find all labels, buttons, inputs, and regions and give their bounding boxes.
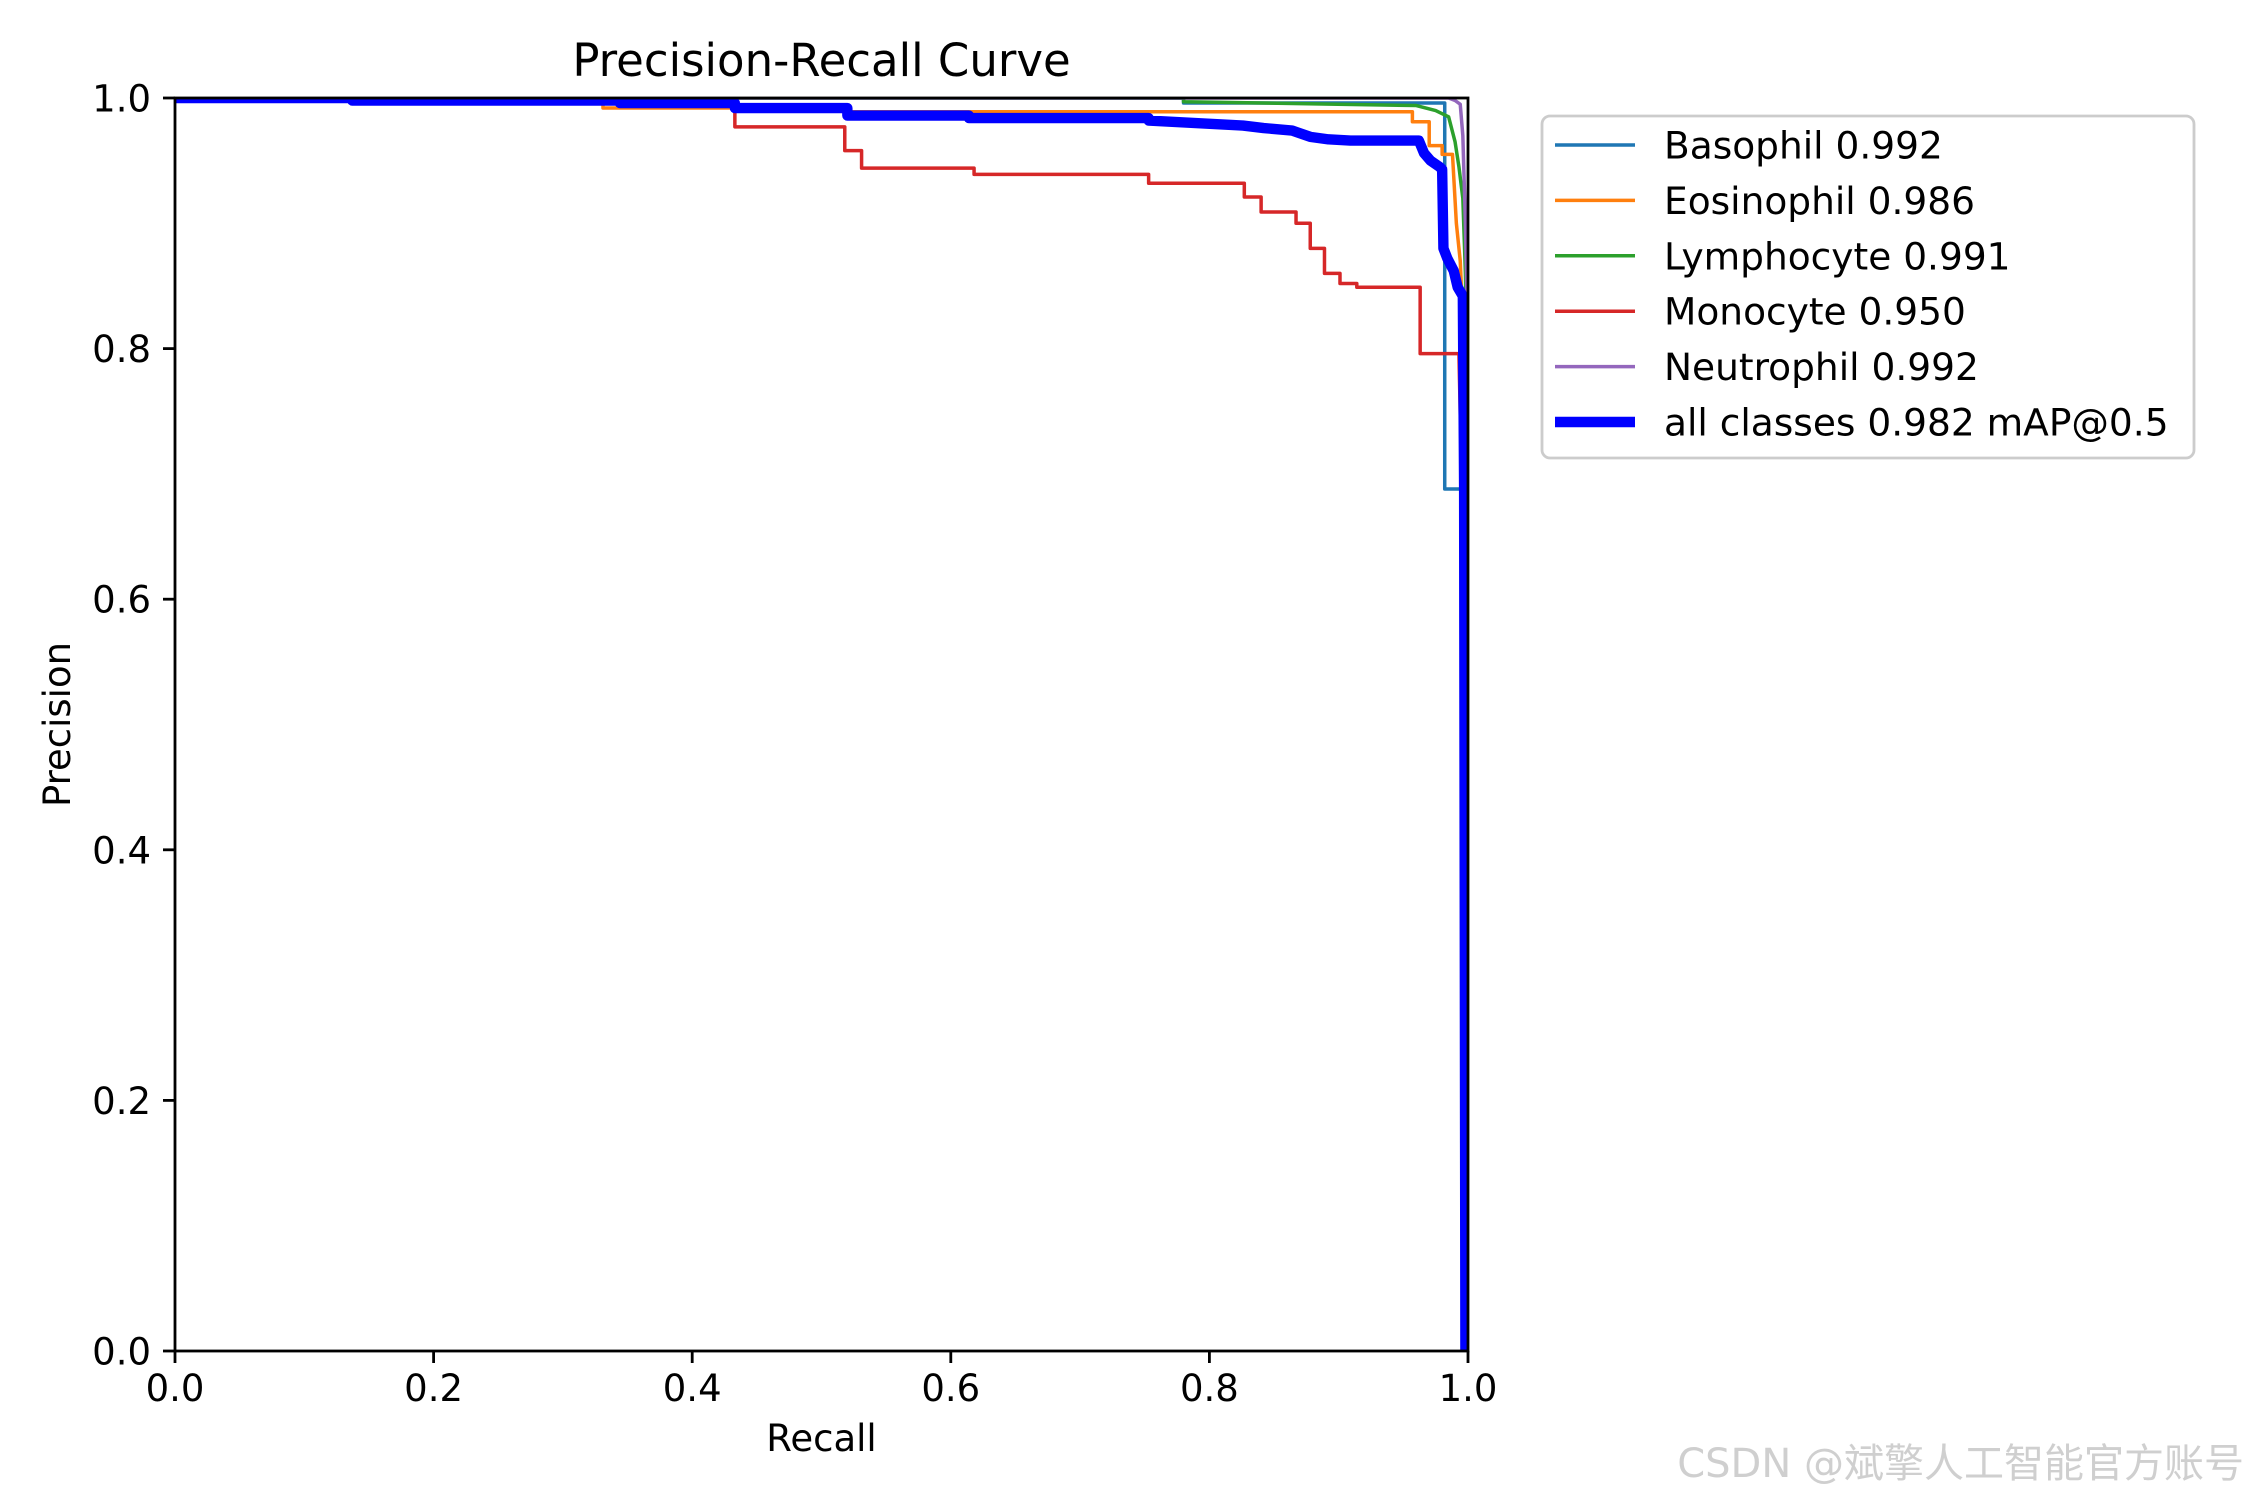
legend-label-neutrophil: Neutrophil 0.992 (1664, 345, 1979, 389)
y-tick-label: 0.4 (92, 829, 151, 872)
legend-label-monocyte: Monocyte 0.950 (1664, 290, 1966, 334)
plot-area (175, 98, 1468, 1351)
legend-item-lymphocyte: Lymphocyte 0.991 (1555, 234, 2011, 278)
chart-title: Precision-Recall Curve (572, 34, 1070, 87)
y-tick-label: 1.0 (92, 78, 151, 121)
legend-frame (1540, 114, 2196, 460)
x-axis-label: Recall (766, 1417, 876, 1460)
x-tick-label: 0.0 (146, 1367, 205, 1410)
x-tick-label: 0.6 (921, 1367, 980, 1410)
x-tick-label: 0.2 (404, 1367, 463, 1410)
x-axis: 0.0 0.2 0.4 0.6 0.8 1.0 (146, 1351, 1498, 1410)
y-axis-label: Precision (36, 642, 79, 807)
legend-item-all-classes: all classes 0.982 mAP@0.5 (1555, 401, 2169, 445)
y-tick-label: 0.8 (92, 328, 151, 371)
legend-item-neutrophil: Neutrophil 0.992 (1555, 345, 1979, 389)
y-tick-label: 0.2 (92, 1080, 151, 1123)
legend-label-eosinophil: Eosinophil 0.986 (1664, 179, 1975, 223)
legend-item-monocyte: Monocyte 0.950 (1555, 290, 1966, 334)
legend-item-eosinophil: Eosinophil 0.986 (1555, 179, 1975, 223)
y-tick-label: 0.6 (92, 579, 151, 622)
legend-label-basophil: Basophil 0.992 (1664, 124, 1943, 168)
legend: Basophil 0.992 Eosinophil 0.986 Lymphocyte… (1540, 114, 2196, 460)
x-tick-label: 0.4 (663, 1367, 722, 1410)
x-tick-label: 0.8 (1180, 1367, 1239, 1410)
axes-frame (173, 96, 1470, 1353)
series-line-monocyte (175, 98, 1468, 1351)
series-line-all-classes (175, 98, 1468, 1351)
legend-label-all-classes: all classes 0.982 mAP@0.5 (1664, 401, 2169, 445)
watermark: CSDN @斌擎人工智能官方账号 (1677, 1441, 2244, 1487)
y-tick-label: 0.0 (92, 1331, 151, 1374)
y-axis: 0.0 0.2 0.4 0.6 0.8 1.0 (92, 78, 175, 1374)
legend-label-lymphocyte: Lymphocyte 0.991 (1664, 234, 2011, 278)
x-tick-label: 1.0 (1439, 1367, 1498, 1410)
legend-item-basophil: Basophil 0.992 (1555, 124, 1943, 168)
series-layer (175, 98, 1468, 1351)
